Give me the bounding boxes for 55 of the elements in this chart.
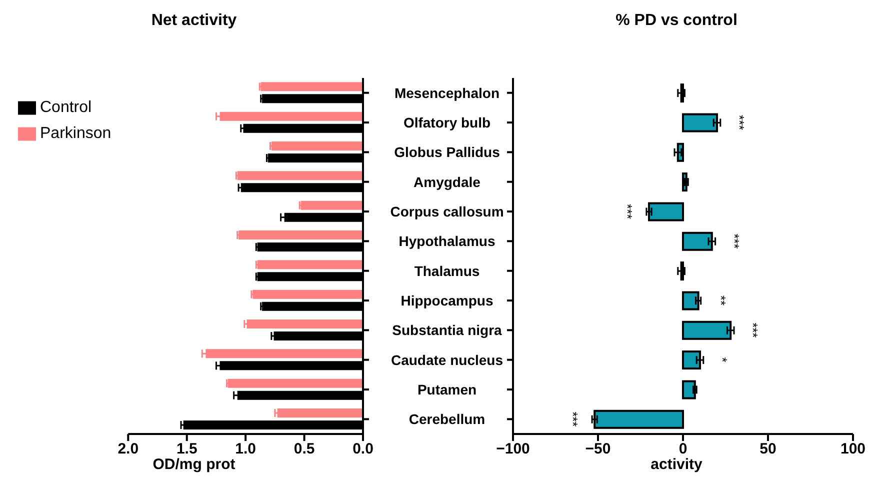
bar (220, 112, 363, 121)
annotation: * (715, 357, 730, 362)
bar (682, 291, 700, 310)
y-tick-label: Mesencephalon (394, 84, 500, 101)
chart-title: Net activity (150, 12, 238, 30)
y-tick-label: Corpus callosum (390, 204, 504, 220)
x-tick-label: −100 (496, 440, 530, 458)
bar (257, 260, 363, 270)
annotation: *** (620, 204, 635, 220)
x-tick-label: 1.0 (235, 440, 256, 458)
y-tick-label: Olfatory bulb (403, 114, 491, 130)
bar (682, 350, 701, 370)
bar (682, 320, 732, 340)
x-tick-label: 2.0 (118, 440, 139, 458)
annotation: *** (746, 322, 761, 338)
x-axis-title: OD/mg prot (152, 456, 236, 473)
x-tick-label: 50 (760, 440, 776, 458)
y-tick-label: Hippocampus (400, 292, 494, 308)
bar (260, 82, 363, 92)
x-axis-title: activity (650, 456, 704, 473)
bar (682, 232, 713, 251)
bar (682, 113, 718, 132)
bar (682, 380, 696, 400)
x-tick-label: 0 (678, 440, 688, 458)
x-tick-label: 0.5 (294, 440, 315, 458)
bar (228, 378, 363, 388)
bar (206, 349, 363, 358)
y-tick-label: Amygdale (414, 174, 481, 190)
legend-label: Parkinson (40, 125, 112, 142)
bar (648, 202, 684, 222)
bar (300, 200, 363, 210)
bar (594, 410, 684, 429)
bar (246, 319, 363, 328)
bar (252, 290, 363, 299)
annotation: *** (566, 412, 581, 427)
chart-title: % PD vs control (614, 12, 738, 30)
y-tick-label: Cerebellum (408, 411, 486, 428)
y-tick-label: Hypothalamus (398, 233, 496, 250)
bar (237, 171, 363, 180)
x-tick-label: 0.0 (352, 440, 374, 458)
y-tick-label: Thalamus (414, 262, 480, 279)
bar (238, 230, 363, 240)
x-tick-label: 100 (840, 440, 866, 458)
y-tick-label: Globus Pallidus (394, 144, 500, 160)
legend-label: Control (40, 99, 92, 116)
annotation: *** (726, 234, 742, 249)
y-tick-label: Caudate nucleus (390, 352, 504, 368)
x-tick-label: 1.5 (176, 440, 198, 458)
bar (277, 408, 363, 418)
y-tick-label: Substantia nigra (392, 322, 502, 338)
annotation: *** (732, 114, 747, 130)
annotation: ** (713, 295, 728, 306)
x-tick-label: −50 (585, 440, 611, 458)
y-tick-label: Putamen (417, 382, 477, 398)
bar (271, 141, 363, 150)
